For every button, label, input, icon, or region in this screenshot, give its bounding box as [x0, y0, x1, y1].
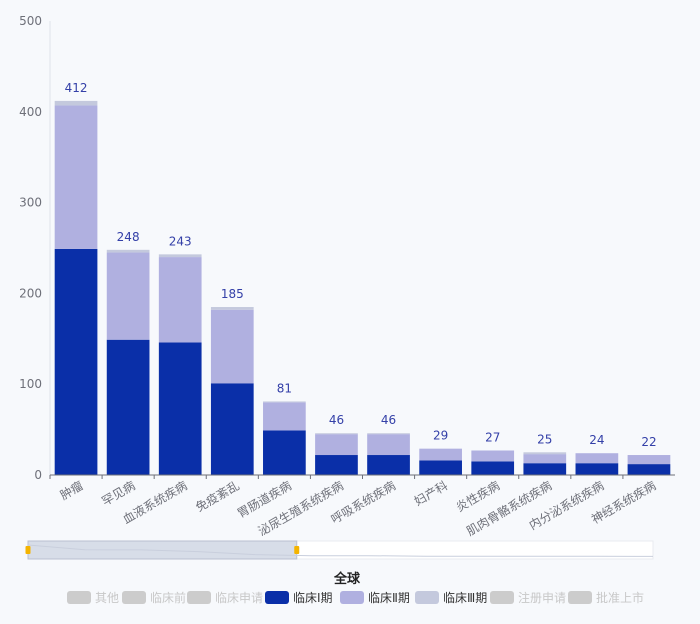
- bar-segment[interactable]: [315, 455, 358, 475]
- bar-segment[interactable]: [575, 463, 619, 475]
- bar-segment[interactable]: [54, 105, 98, 249]
- legend-item[interactable]: 临床Ⅱ期: [340, 591, 410, 605]
- bar-segment[interactable]: [471, 450, 515, 462]
- bar-segment[interactable]: [106, 339, 150, 475]
- legend-label: 临床Ⅰ期: [293, 591, 333, 605]
- legend-item[interactable]: 批准上市: [568, 590, 644, 605]
- y-tick-label: 500: [19, 14, 42, 28]
- bar-segment[interactable]: [627, 455, 671, 465]
- y-tick-label: 300: [19, 196, 42, 210]
- legend-swatch: [122, 591, 146, 604]
- zoom-preview-line: [27, 544, 654, 557]
- bar-segment[interactable]: [523, 463, 567, 475]
- legend-item[interactable]: 临床Ⅲ期: [415, 591, 487, 605]
- legend-label: 临床Ⅱ期: [368, 591, 410, 605]
- x-category-label: 泌尿生殖系统疾病: [255, 478, 346, 539]
- legend-label: 临床前: [150, 590, 186, 605]
- legend-label: 临床Ⅲ期: [443, 591, 487, 605]
- x-category-label: 妇产科: [412, 478, 450, 508]
- bar-total-label: 248: [117, 230, 140, 244]
- bar-segment[interactable]: [106, 252, 150, 340]
- legend-label: 注册申请: [518, 590, 566, 605]
- legend-item[interactable]: 临床申请: [187, 591, 263, 605]
- legend-label: 临床申请: [215, 591, 263, 605]
- y-tick-label: 100: [19, 377, 42, 391]
- legend-label: 批准上市: [596, 590, 644, 605]
- bars-layer: [54, 100, 671, 475]
- bar-segment[interactable]: [367, 455, 410, 475]
- bar-segment[interactable]: [471, 461, 515, 475]
- data-zoom-slider[interactable]: [25, 540, 654, 560]
- zoom-handle[interactable]: [25, 546, 31, 554]
- bar-total-label: 24: [589, 433, 604, 447]
- legend-swatch: [187, 591, 211, 604]
- bar-total-label: 22: [641, 435, 656, 449]
- bar-segment[interactable]: [419, 448, 462, 461]
- bar-segment[interactable]: [627, 464, 671, 475]
- bar-total-label: 46: [329, 413, 344, 427]
- legend-swatch: [340, 591, 364, 604]
- x-category-label: 罕见病: [99, 478, 138, 509]
- bar-total-label: 46: [381, 413, 396, 427]
- y-axis: 0 100 200 300 400 500: [19, 14, 51, 482]
- bar-segment[interactable]: [210, 309, 254, 384]
- bar-total-label: 25: [537, 432, 552, 446]
- bar-segment[interactable]: [523, 452, 567, 455]
- legend-item[interactable]: 其他: [67, 591, 119, 605]
- bar-segment[interactable]: [210, 383, 254, 475]
- bar-total-label: 81: [277, 381, 292, 395]
- bar-segment[interactable]: [367, 433, 410, 435]
- legend-item[interactable]: 注册申请: [490, 590, 566, 605]
- bar-total-label: 412: [65, 81, 88, 95]
- bar-segment[interactable]: [523, 454, 567, 464]
- legend-item[interactable]: 临床前: [122, 590, 186, 605]
- y-tick-label: 200: [19, 286, 42, 300]
- legend-swatch: [415, 591, 439, 604]
- bar-segment[interactable]: [263, 401, 306, 403]
- bar-segment[interactable]: [54, 100, 98, 106]
- y-tick-label: 0: [34, 468, 42, 482]
- bar-total-label: 27: [485, 430, 500, 444]
- bar-total-label: 243: [169, 234, 192, 248]
- bar-segment[interactable]: [367, 434, 410, 456]
- bar-segment[interactable]: [210, 307, 254, 310]
- y-tick-label: 400: [19, 105, 42, 119]
- bar-segment[interactable]: [158, 342, 202, 475]
- legend-label: 其他: [95, 591, 119, 605]
- legend-swatch: [490, 591, 514, 604]
- bar-segment[interactable]: [106, 249, 150, 253]
- legend-item[interactable]: 临床Ⅰ期: [265, 591, 333, 605]
- legend-swatch: [265, 591, 289, 604]
- bar-segment[interactable]: [158, 257, 202, 343]
- bar-total-label: 185: [221, 287, 244, 301]
- x-category-label: 肌肉骨骼系统疾病: [464, 478, 555, 539]
- total-labels: 412 248 243 185 81 46 46 29 27 25 24 22: [65, 81, 657, 449]
- bar-segment[interactable]: [315, 433, 358, 435]
- legend-swatch: [568, 591, 592, 604]
- zoom-window[interactable]: [27, 540, 298, 560]
- bar-segment[interactable]: [575, 453, 619, 464]
- bar-segment[interactable]: [263, 402, 306, 431]
- bar-segment[interactable]: [263, 430, 306, 475]
- bar-total-label: 29: [433, 429, 448, 443]
- bar-segment[interactable]: [419, 460, 462, 475]
- legend: 其他 临床前 临床申请 临床Ⅰ期 临床Ⅱ期 临床Ⅲ期 注册申请 批准上市: [67, 590, 644, 605]
- x-category-label: 肿瘤: [57, 478, 85, 503]
- bar-segment[interactable]: [315, 434, 358, 456]
- bar-segment[interactable]: [54, 248, 98, 475]
- bar-segment[interactable]: [158, 254, 202, 258]
- zoom-handle[interactable]: [294, 546, 300, 554]
- legend-swatch: [67, 591, 91, 604]
- chart-title: 全球: [333, 571, 361, 587]
